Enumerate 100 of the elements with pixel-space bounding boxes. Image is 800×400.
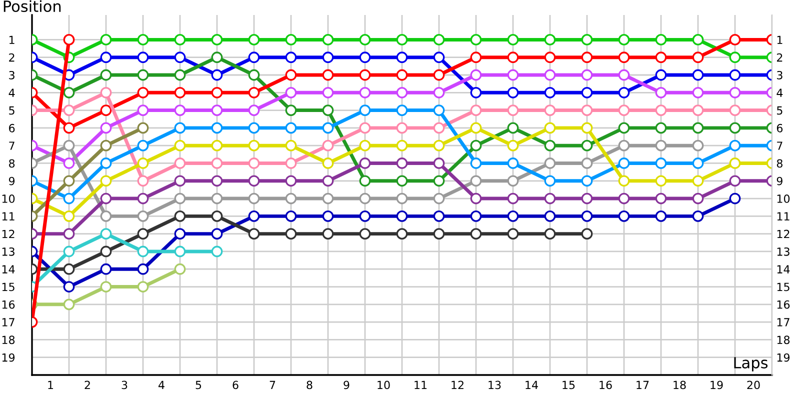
point <box>396 122 408 134</box>
point <box>248 192 260 204</box>
point <box>581 140 593 152</box>
point <box>100 122 112 134</box>
point <box>470 140 482 152</box>
y-tick-label: 14 <box>2 265 15 274</box>
x-tick-label: 4 <box>158 380 164 389</box>
point <box>322 210 334 222</box>
point <box>433 34 445 46</box>
point <box>729 122 741 134</box>
point <box>655 86 667 98</box>
point <box>63 192 75 204</box>
x-tick-label: 20 <box>747 380 760 390</box>
point <box>285 122 297 134</box>
point <box>692 210 704 222</box>
point <box>655 122 667 134</box>
point <box>100 210 112 222</box>
point <box>618 175 630 187</box>
point <box>618 86 630 98</box>
point <box>100 104 112 116</box>
point <box>470 34 482 46</box>
point <box>63 122 75 134</box>
y-tick-label: 9 <box>8 176 15 186</box>
point <box>618 69 630 81</box>
point <box>396 69 408 81</box>
y-tick-label: 8 <box>9 159 15 168</box>
point <box>581 69 593 81</box>
point <box>581 158 593 169</box>
point <box>507 52 519 64</box>
y-tick-label: 6 <box>9 124 15 132</box>
point <box>248 52 260 64</box>
y-axis-title: Position <box>4 0 61 12</box>
point <box>507 86 519 98</box>
point <box>396 175 408 187</box>
point <box>211 210 223 222</box>
point <box>248 158 260 169</box>
point <box>692 69 704 81</box>
point <box>137 52 149 64</box>
point <box>507 228 519 240</box>
point <box>174 140 186 152</box>
point <box>507 104 519 116</box>
point <box>470 104 482 116</box>
y2-tick-label: 4 <box>776 88 783 97</box>
point <box>63 228 75 240</box>
point <box>544 69 556 81</box>
y-tick-label: 7 <box>9 142 14 150</box>
point <box>174 246 186 258</box>
point <box>211 34 223 46</box>
point <box>174 158 186 169</box>
point <box>544 34 556 46</box>
point <box>359 175 371 187</box>
point <box>544 122 556 134</box>
y-tick-label: 13 <box>2 247 14 256</box>
point <box>100 86 112 98</box>
point <box>211 158 223 169</box>
point <box>137 158 149 169</box>
point <box>248 104 260 116</box>
point <box>729 69 741 81</box>
point <box>581 122 593 134</box>
point <box>396 158 408 169</box>
point <box>63 281 75 292</box>
point <box>359 104 371 116</box>
point <box>618 52 630 64</box>
y-tick-label: 1 <box>9 36 14 44</box>
point <box>359 69 371 81</box>
y2-tick-label: 17 <box>777 318 790 326</box>
point <box>174 228 186 240</box>
point <box>211 122 223 134</box>
point <box>396 34 408 46</box>
point <box>433 210 445 222</box>
point <box>433 192 445 204</box>
point <box>285 192 297 204</box>
point <box>396 86 408 98</box>
y-tick-label: 4 <box>8 88 15 97</box>
point <box>618 158 630 169</box>
point <box>396 140 408 152</box>
point <box>618 104 630 116</box>
point <box>137 34 149 46</box>
point <box>729 34 741 46</box>
point <box>729 104 741 116</box>
point <box>211 175 223 187</box>
y2-tick-label: 2 <box>776 53 782 62</box>
point <box>100 69 112 81</box>
point <box>63 86 75 98</box>
point <box>248 86 260 98</box>
point <box>470 122 482 134</box>
y-tick-label: 12 <box>2 230 14 238</box>
point <box>433 158 445 169</box>
point <box>581 86 593 98</box>
y2-tick-label: 10 <box>777 194 790 203</box>
point <box>470 228 482 240</box>
point <box>211 246 223 258</box>
y2-tick-label: 19 <box>777 353 790 362</box>
y-tick-label: 2 <box>9 53 14 62</box>
point <box>433 175 445 187</box>
point <box>137 281 149 292</box>
point <box>100 192 112 204</box>
point <box>322 140 334 152</box>
point <box>655 69 667 81</box>
point <box>322 175 334 187</box>
